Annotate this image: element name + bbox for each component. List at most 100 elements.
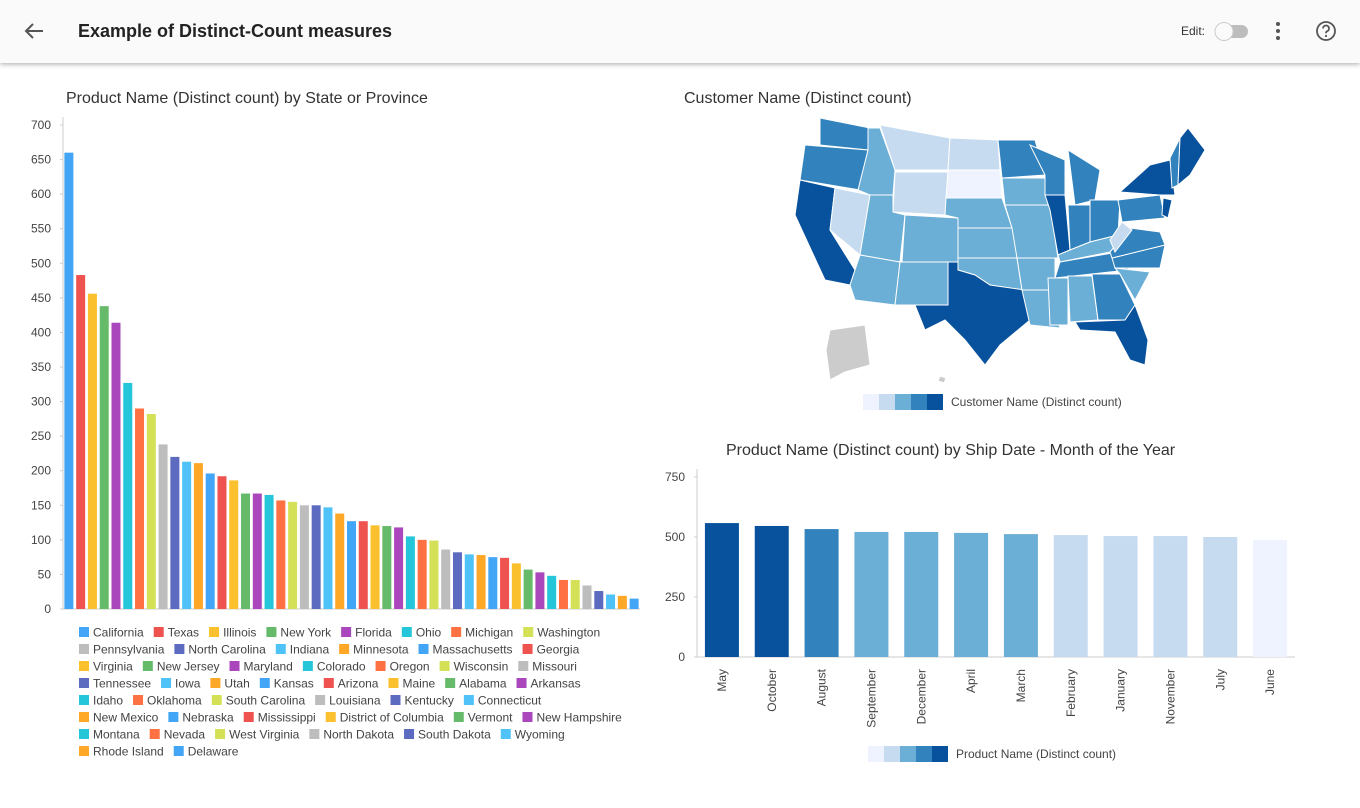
legend-label: South Carolina [226,694,306,708]
legend-swatch [142,661,153,671]
header [0,0,1360,63]
y-tick-label: 650 [31,153,51,167]
y-tick-label: 350 [31,360,51,374]
legend-swatch [451,627,462,637]
legend-label: Washington [537,626,600,640]
state [945,169,1003,199]
bar [904,531,939,657]
legend-label: New Mexico [93,711,159,725]
bar [182,461,192,609]
chart-title: Product Name (Distinct count) by Ship Da… [726,442,1176,459]
legend-swatch [174,644,185,654]
bar [547,575,557,609]
legend-swatch [229,661,240,671]
legend-swatch [79,746,89,756]
y-tick-label: 0 [678,650,685,664]
legend-label: Delaware [188,745,239,759]
y-tick-label: 300 [31,395,51,409]
legend-label: Connecticut [478,694,542,708]
state [914,261,1031,366]
legend-swatch [323,678,334,688]
bar [146,414,156,609]
legend-swatch [884,746,900,762]
legend-label: Wyoming [515,728,565,742]
legend-label: Ohio [416,626,442,640]
y-tick-label: 0 [44,602,51,616]
state [1109,221,1133,253]
menu-button[interactable] [1276,22,1280,40]
legend-label: Mississippi [258,711,316,725]
state [957,227,1018,259]
y-tick-label: 600 [31,187,51,201]
legend-swatch [375,661,386,671]
x-tick-label: December [914,669,928,724]
x-tick-label: August [815,668,829,706]
x-tick-label: November [1163,669,1177,724]
help-button[interactable] [1316,21,1336,41]
legend-label: Colorado [317,660,366,674]
bar [205,473,215,609]
legend-swatch [259,678,270,688]
bar [299,505,309,609]
legend-swatch [895,394,911,410]
legend-swatch [522,644,533,654]
bar [464,554,474,609]
bar [606,594,616,609]
legend-swatch [309,729,320,739]
legend-swatch [79,729,89,739]
legend-label: Pennsylvania [93,643,165,657]
x-tick-label: March [1014,669,1028,702]
bar [158,444,168,609]
bar [241,493,251,609]
legend-label: Maryland [244,660,293,674]
chart-title: Product Name (Distinct count) by State o… [66,90,428,107]
bar [347,521,356,609]
state [1177,127,1206,187]
x-tick-label: February [1064,669,1078,717]
legend-swatch [390,695,401,705]
legend-swatch [325,712,336,722]
state [1067,149,1101,206]
legend-swatch [315,695,326,705]
bar [358,521,368,609]
bar [954,532,989,657]
bar [754,525,789,657]
legend-label: New Jersey [157,660,220,674]
legend-label: Idaho [93,694,123,708]
legend-label: Tennessee [93,677,151,691]
state [1074,303,1149,366]
legend-label: Massachusetts [433,643,513,657]
y-tick-label: 400 [31,325,51,339]
bar [558,579,568,609]
y-tick-label: 250 [31,429,51,443]
bar [500,557,510,609]
legend-swatch [79,712,89,722]
legend-swatch [173,746,184,756]
legend-label: Indiana [290,643,330,657]
bar [99,306,109,609]
x-tick-label: April [964,669,978,693]
back-button[interactable] [24,23,43,39]
legend-swatch [79,627,89,637]
bar [382,526,392,609]
bar [476,555,486,609]
legend-swatch [275,644,286,654]
legend-label: Minnesota [353,643,409,657]
state [1113,267,1151,302]
help-mark [1322,24,1330,34]
bar [111,322,121,609]
alaska [825,324,871,381]
edit-toggle[interactable] [1214,22,1248,41]
legend-swatch [453,712,464,722]
legend-label: Georgia [537,643,580,657]
legend-label: North Dakota [323,728,394,742]
legend-swatch [927,394,943,410]
legend-swatch [911,394,927,410]
legend-swatch [932,746,948,762]
legend-swatch [879,394,895,410]
state [892,171,949,216]
legend-label: New York [280,626,332,640]
legend-swatch [439,661,450,671]
state [894,261,951,306]
